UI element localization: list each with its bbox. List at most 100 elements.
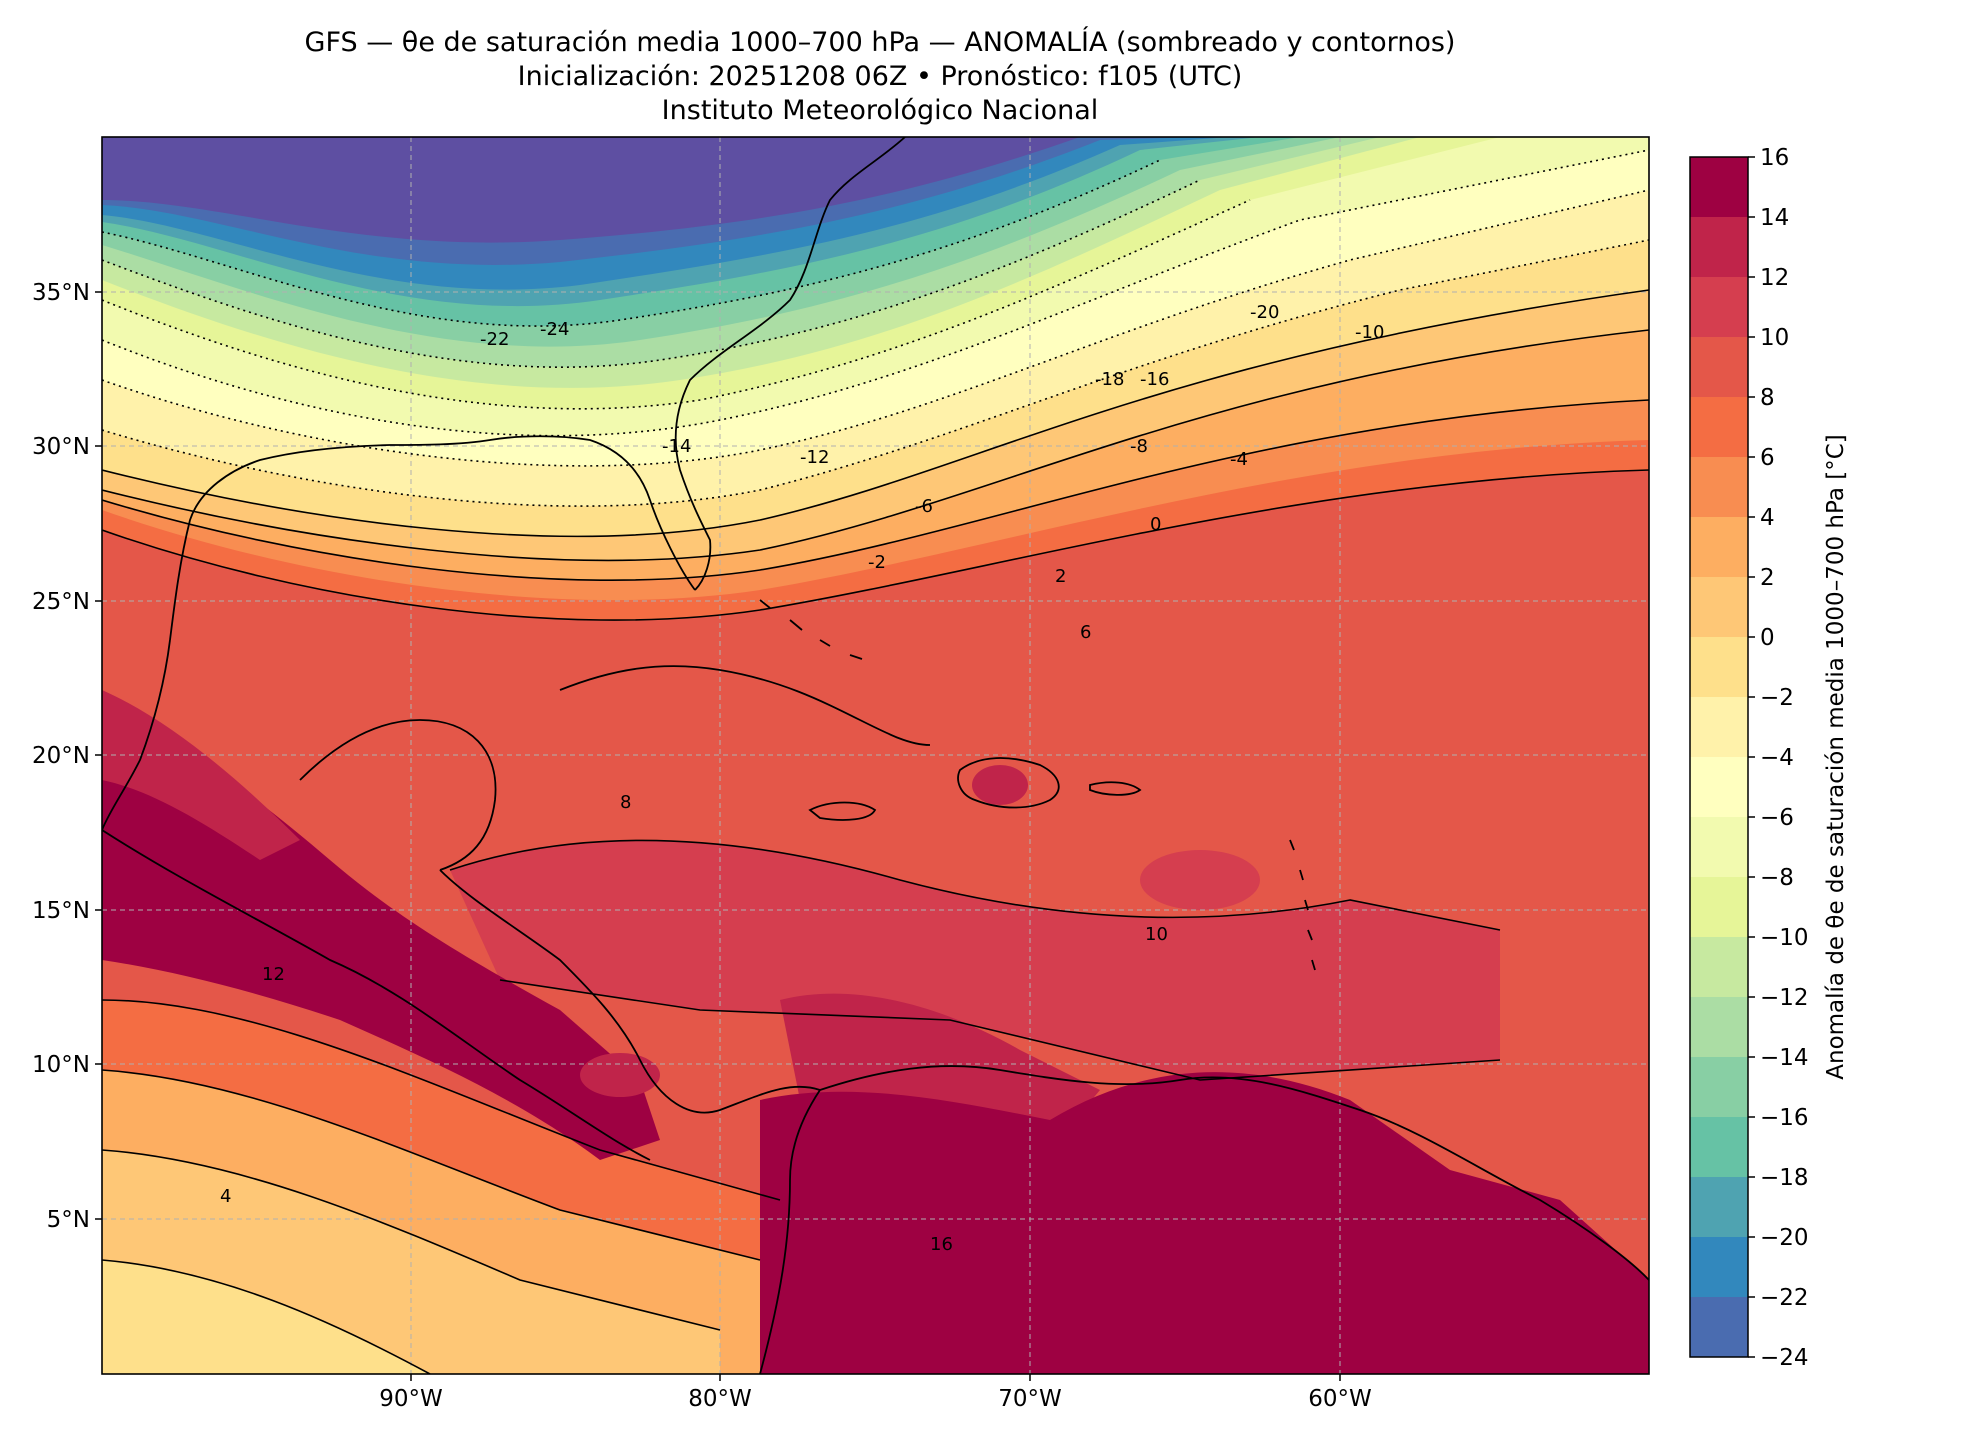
colorbar-swatch xyxy=(1690,757,1748,818)
colorbar-swatch xyxy=(1690,937,1748,998)
contour-label: -24 xyxy=(540,319,569,340)
lat-tick-label: 30°N xyxy=(32,434,90,460)
field-hotspot-atlantic xyxy=(1140,850,1260,910)
colorbar-tick-label: −24 xyxy=(1760,1345,1809,1371)
coast-south-america-west xyxy=(759,1089,821,1374)
colorbar-swatch xyxy=(1690,817,1748,878)
colorbar-tick-label: 8 xyxy=(1760,385,1775,411)
colorbar-swatch xyxy=(1690,277,1748,338)
colorbar-tick-label: −10 xyxy=(1760,925,1809,951)
colorbar-tick-label: 2 xyxy=(1760,565,1775,591)
contour-label: -16 xyxy=(1140,369,1169,390)
contour-label: -10 xyxy=(1355,322,1384,343)
colorbar-swatch xyxy=(1690,397,1748,458)
colorbar-tick-label: 4 xyxy=(1760,505,1775,531)
colorbar-ticks: 16 14 12 10 8 6 4 2 0 −2 −4 −6 −8 −10 −12 −14 −16 −18 −20 −… xyxy=(1748,145,1809,1371)
contour-label: -8 xyxy=(1130,436,1148,457)
lat-tick-label: 20°N xyxy=(32,743,90,769)
lat-tick-label: 10°N xyxy=(32,1052,90,1078)
coast-us-east xyxy=(674,137,906,591)
contour-label: 0 xyxy=(1150,514,1161,535)
contour-labels: -24 -22 -20 -18 -16 -14 -12 -10 -8 -6 -4… xyxy=(220,302,1384,1255)
colorbar-tick-label: 16 xyxy=(1760,145,1789,171)
colorbar-swatch xyxy=(1690,457,1748,518)
contour-label: -22 xyxy=(480,329,509,350)
contour-label: -6 xyxy=(915,496,933,517)
lat-tick-label: 15°N xyxy=(32,898,90,924)
coast-south-america-north xyxy=(819,1065,1649,1281)
contours-negative xyxy=(102,149,1649,507)
field-band-m24 xyxy=(102,137,1080,243)
coast-yucatan xyxy=(299,719,497,871)
coast-lesser-antilles xyxy=(1289,839,1316,971)
colorbar-swatch xyxy=(1690,877,1748,938)
contour-label: 2 xyxy=(1055,566,1066,587)
lon-tick-label: 70°W xyxy=(998,1386,1062,1412)
map-field xyxy=(102,137,1649,1374)
colorbar-swatch xyxy=(1690,577,1748,638)
colorbar-swatch xyxy=(1690,697,1748,758)
colorbar-tick-label: 12 xyxy=(1760,265,1789,291)
colorbar-tick-label: 10 xyxy=(1760,325,1789,351)
coast-cuba xyxy=(559,665,931,746)
contour-label: -20 xyxy=(1250,302,1279,323)
contour-label: -18 xyxy=(1095,369,1124,390)
colorbar-label: Anomalía de θe de saturación media 1000–… xyxy=(1823,434,1849,1079)
field-band-14-mexico xyxy=(102,690,300,860)
colorbar-swatch xyxy=(1690,517,1748,578)
figure-subtitle-institute: Instituto Meteorológico Nacional xyxy=(661,95,1099,126)
field-hotspot-hispaniola xyxy=(972,765,1028,805)
contour-label: -12 xyxy=(800,447,829,468)
lat-tick-label: 35°N xyxy=(32,280,90,306)
colorbar xyxy=(1690,157,1748,1358)
contour-label: 16 xyxy=(930,1234,953,1255)
coast-central-america-pacific xyxy=(102,829,651,1161)
coast-bahamas xyxy=(759,599,863,660)
coast-gulf xyxy=(169,435,696,641)
coastlines xyxy=(102,137,1649,1374)
colorbar-swatch xyxy=(1690,337,1748,398)
lat-tick-label: 5°N xyxy=(47,1207,90,1233)
contour-label: -14 xyxy=(662,436,691,457)
coast-mexico-east xyxy=(102,639,171,831)
colorbar-swatch xyxy=(1690,157,1748,218)
figure-subtitle-init: Inicialización: 20251208 06Z • Pronóstic… xyxy=(517,61,1243,92)
contour-label: 12 xyxy=(262,964,285,985)
contour-label: -4 xyxy=(1230,449,1248,470)
figure-title: GFS — θe de saturación media 1000–700 hP… xyxy=(304,27,1456,58)
colorbar-swatch xyxy=(1690,1057,1748,1118)
contour-label: -2 xyxy=(868,552,886,573)
coast-puerto-rico xyxy=(1089,781,1142,796)
lon-tick-label: 60°W xyxy=(1308,1386,1372,1412)
colorbar-tick-label: −4 xyxy=(1760,745,1794,771)
colorbar-tick-label: 14 xyxy=(1760,205,1789,231)
colorbar-tick-label: −6 xyxy=(1760,805,1794,831)
contour-label: 4 xyxy=(220,1186,231,1207)
colorbar-swatch xyxy=(1690,997,1748,1058)
contour-label: 10 xyxy=(1145,924,1168,945)
colorbar-swatch xyxy=(1690,637,1748,698)
colorbar-tick-label: −12 xyxy=(1760,985,1809,1011)
colorbar-tick-label: −22 xyxy=(1760,1285,1809,1311)
gridlines xyxy=(102,137,1649,1374)
field-band-16-southamerica xyxy=(760,1072,1649,1374)
coast-hispaniola xyxy=(957,757,1060,809)
colorbar-swatch xyxy=(1690,1177,1748,1238)
colorbar-tick-label: −2 xyxy=(1760,685,1794,711)
colorbar-tick-label: −14 xyxy=(1760,1045,1809,1071)
colorbar-tick-label: 0 xyxy=(1760,625,1775,651)
contour-label: 8 xyxy=(620,792,631,813)
contour-label: 6 xyxy=(1080,622,1091,643)
coast-jamaica xyxy=(808,801,877,821)
colorbar-tick-label: −18 xyxy=(1760,1165,1809,1191)
axis-ticks xyxy=(95,291,1341,1381)
lon-tick-label: 80°W xyxy=(688,1386,752,1412)
lon-tick-label: 90°W xyxy=(379,1386,443,1412)
coast-central-america xyxy=(439,869,821,1114)
colorbar-swatch xyxy=(1690,1117,1748,1178)
field-band-0 xyxy=(102,1260,430,1374)
contours-positive xyxy=(102,289,1649,1374)
colorbar-tick-label: −8 xyxy=(1760,865,1794,891)
axis-tick-labels: 90°W 80°W 70°W 60°W 35°N 30°N 25°N 20°N … xyxy=(32,280,1372,1412)
